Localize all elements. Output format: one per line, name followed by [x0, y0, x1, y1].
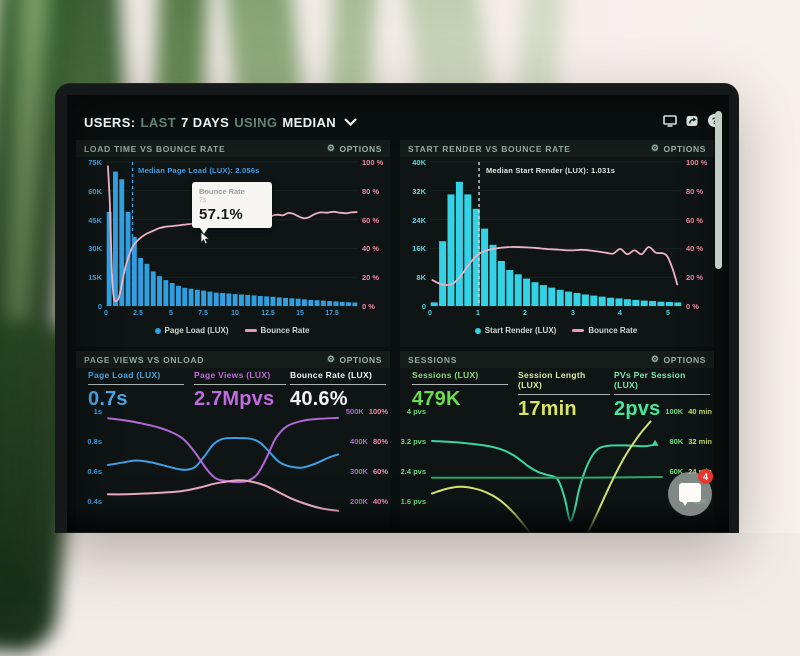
header-last: LAST [140, 114, 177, 130]
median-annotation: Median Start Render (LUX): 1.031s [486, 166, 616, 175]
metric-sessions: Sessions (LUX) 479K [412, 370, 508, 411]
page-views-line-chart[interactable] [76, 407, 390, 532]
line-marker-icon [244, 329, 257, 332]
panel-sessions: SESSIONS ⚙ OPTIONS Sessions (LUX) 479K S… [400, 351, 714, 532]
gear-icon: ⚙ [326, 354, 336, 364]
share-icon[interactable] [686, 115, 699, 127]
options-button[interactable]: ⚙ OPTIONS [650, 354, 706, 365]
panel-load-time-vs-bounce-rate: LOAD TIME VS BOUNCE RATE ⚙ OPTIONS 75K 6… [76, 140, 390, 347]
chart-legend: Start Render (LUX) Bounce Rate [430, 326, 682, 335]
dashboard-screen: USERS: LAST 7 DAYS USING MEDIAN ? LOAD T… [67, 95, 729, 532]
legend-bounce-rate[interactable]: Bounce Rate [572, 326, 637, 335]
chart-legend: Page Load (LUX) Bounce Rate [106, 326, 358, 335]
header-using: USING [234, 114, 278, 130]
options-button[interactable]: ⚙ OPTIONS [326, 354, 382, 365]
metric-pvs-per-session: PVs Per Session (LUX) 2pvs [614, 370, 710, 421]
metric-bounce-rate: Bounce Rate (LUX) 40.6% [290, 370, 386, 411]
metric-page-views: Page Views (LUX) 2.7Mpvs [194, 370, 286, 411]
chat-widget-button[interactable]: 4 [668, 469, 713, 516]
panel-title: PAGE VIEWS VS ONLOAD [84, 354, 205, 365]
dot-marker-icon [474, 327, 481, 334]
legend-page-load[interactable]: Page Load (LUX) [154, 326, 229, 335]
panel-title: LOAD TIME VS BOUNCE RATE [84, 143, 226, 154]
chart-tooltip: Bounce Rate 7s 57.1% [192, 182, 272, 234]
start-render-histogram-chart[interactable] [400, 140, 714, 347]
mouse-cursor-icon [200, 232, 210, 245]
chevron-down-icon [344, 118, 357, 126]
vertical-scrollbar[interactable] [715, 111, 722, 269]
legend-start-render[interactable]: Start Render (LUX) [474, 326, 556, 335]
gear-icon: ⚙ [650, 354, 660, 364]
panel-title: START RENDER VS BOUNCE RATE [408, 143, 571, 154]
dot-marker-icon [154, 327, 161, 334]
panel-title: SESSIONS [408, 354, 458, 365]
legend-bounce-rate[interactable]: Bounce Rate [244, 326, 309, 335]
panel-start-render-vs-bounce-rate: START RENDER VS BOUNCE RATE ⚙ OPTIONS 40… [400, 140, 714, 347]
panel-page-views-vs-onload: PAGE VIEWS VS ONLOAD ⚙ OPTIONS Page Load… [76, 351, 390, 532]
header-days: 7 DAYS [181, 114, 230, 130]
gear-icon: ⚙ [326, 143, 336, 153]
display-icon[interactable] [663, 114, 677, 127]
gear-icon: ⚙ [650, 143, 660, 153]
sessions-line-chart[interactable] [400, 407, 714, 532]
median-annotation: Median Page Load (LUX): 2.056s [138, 166, 260, 175]
metric-session-length: Session Length (LUX) 17min [518, 370, 610, 421]
options-button[interactable]: ⚙ OPTIONS [326, 143, 382, 154]
chat-bubble-icon [679, 483, 701, 506]
notification-badge: 4 [698, 469, 713, 484]
users-filter-dropdown[interactable]: USERS: LAST 7 DAYS USING MEDIAN [84, 111, 357, 133]
metric-page-load: Page Load (LUX) 0.7s [88, 370, 184, 411]
header-median: MEDIAN [282, 114, 337, 130]
laptop: USERS: LAST 7 DAYS USING MEDIAN ? LOAD T… [55, 83, 739, 533]
line-marker-icon [572, 329, 585, 332]
options-button[interactable]: ⚙ OPTIONS [650, 143, 706, 154]
header-users: USERS: [84, 114, 136, 130]
